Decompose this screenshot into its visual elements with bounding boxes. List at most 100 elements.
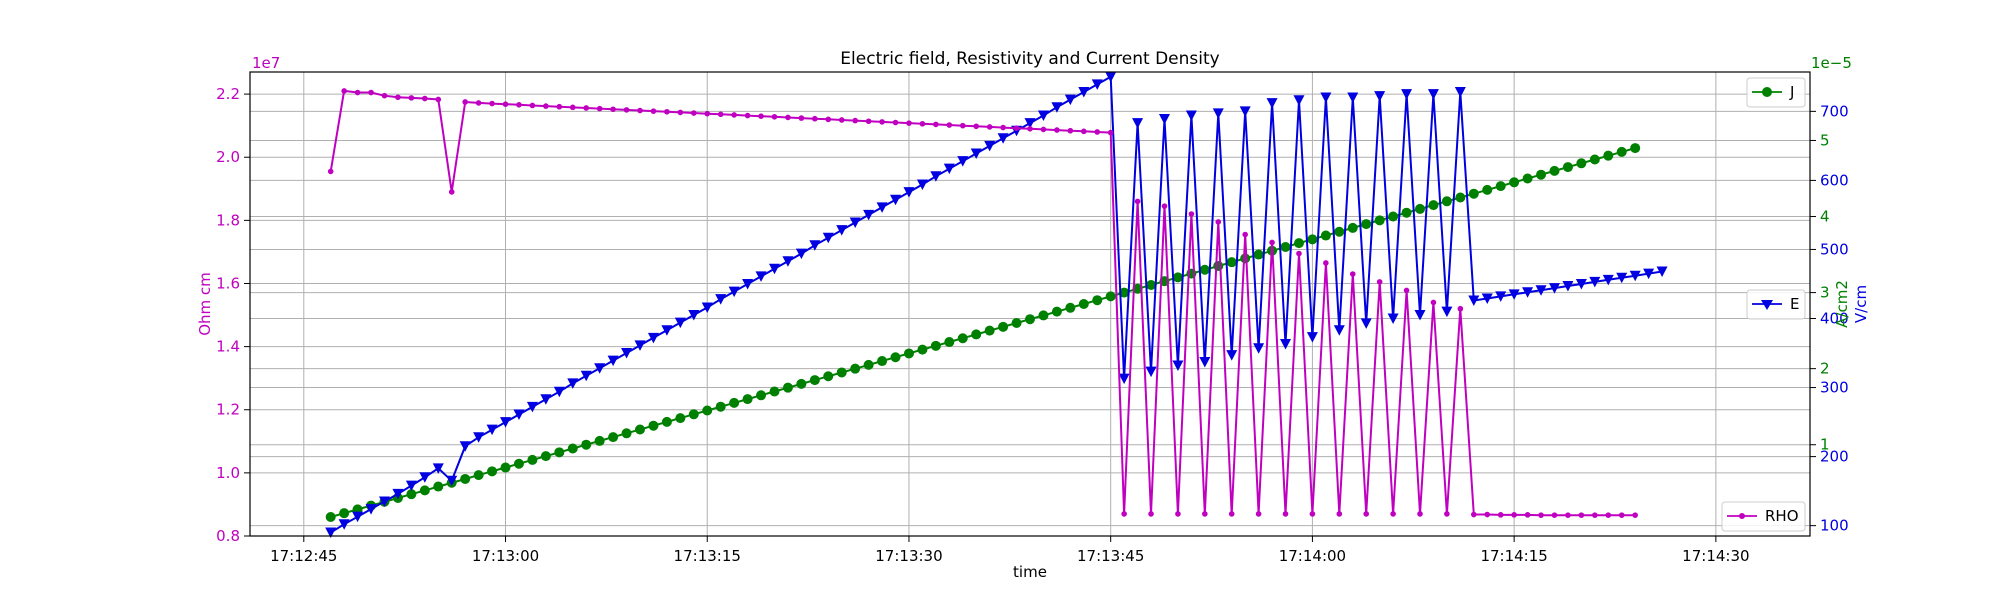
e-point: [1602, 274, 1614, 286]
j-point: [1576, 158, 1587, 169]
rho-point: [664, 108, 670, 115]
right_outer-tick-label: 2: [1820, 360, 1830, 378]
j-point: [1213, 260, 1224, 271]
series-rho: [327, 88, 1638, 518]
j-point: [1092, 295, 1103, 306]
j-point: [1509, 177, 1520, 188]
left-tick-label: 1.0: [216, 464, 240, 482]
j-point: [1482, 184, 1493, 195]
e-point: [943, 163, 955, 175]
e-point: [782, 256, 794, 267]
j-point: [984, 325, 995, 336]
j-point: [648, 420, 659, 431]
e-point: [890, 194, 902, 206]
rho-point: [1376, 279, 1383, 285]
rho-point: [1565, 512, 1571, 518]
e-point: [634, 340, 646, 351]
rho-point: [623, 107, 630, 113]
j-point: [1361, 219, 1372, 230]
rho-point: [1027, 126, 1033, 132]
e-point: [1145, 366, 1157, 378]
legend-rho: RHO: [1721, 501, 1806, 532]
rho-point: [422, 95, 428, 102]
rho-point: [1134, 198, 1141, 205]
left-tick-label: 2.0: [216, 148, 240, 166]
right_inner-tick-label: 600: [1820, 171, 1849, 189]
rho-point: [354, 89, 361, 96]
rho-point: [569, 104, 576, 111]
rho-point: [677, 109, 684, 116]
j-point: [1293, 238, 1304, 249]
j-point: [1065, 302, 1076, 313]
rho-point: [1080, 128, 1087, 135]
right_inner-tick-label: 100: [1820, 517, 1849, 535]
e-point: [419, 472, 431, 483]
e-point: [553, 386, 565, 398]
j-point: [1589, 154, 1600, 165]
j-point: [850, 363, 861, 374]
e-point: [1454, 87, 1466, 98]
e-point: [1360, 318, 1372, 329]
rho-point: [1349, 271, 1356, 277]
j-point: [1320, 230, 1331, 241]
e-point: [1064, 94, 1076, 106]
e-point: [701, 302, 713, 313]
rho-point: [704, 110, 711, 117]
e-point: [1427, 89, 1439, 100]
e-point: [1495, 291, 1507, 302]
e-point: [513, 409, 525, 420]
e-point: [1468, 295, 1480, 307]
j-point: [823, 371, 834, 382]
rho-point: [448, 189, 455, 195]
rho-point: [1578, 512, 1585, 518]
e-point: [607, 355, 619, 367]
right-inner-axis: 100 200 300 400 500 600 700: [1810, 102, 1849, 535]
e-point: [1522, 287, 1534, 298]
rho-point: [1255, 511, 1262, 517]
j-point: [863, 359, 874, 370]
rho-point: [933, 121, 939, 128]
e-point: [1024, 118, 1036, 129]
right_inner-tick-label: 300: [1820, 379, 1849, 397]
j-point: [729, 397, 740, 408]
e-point: [446, 475, 458, 487]
rho-point: [892, 119, 899, 126]
rho-point: [1296, 250, 1302, 257]
rho-point: [395, 94, 401, 101]
right-inner-axis-label: V/cm: [1852, 285, 1870, 323]
e-point: [1078, 87, 1090, 98]
j-point: [675, 413, 686, 424]
x-axis: 17:12:45 17:13:00 17:13:15 17:13:30 17:13:45…: [270, 536, 1750, 565]
x-tick-label: 17:13:00: [472, 547, 539, 565]
e-point: [325, 527, 337, 539]
right_inner-tick-label: 700: [1820, 102, 1849, 120]
e-point: [997, 133, 1009, 144]
j-point: [1025, 314, 1035, 325]
rho-point: [381, 92, 388, 99]
rho-point: [1511, 512, 1517, 518]
rho-point: [690, 110, 697, 116]
e-point: [486, 424, 498, 436]
rho-point: [785, 114, 791, 121]
e-point: [742, 278, 754, 290]
rho-point: [408, 95, 415, 101]
legend-e-label: E: [1790, 295, 1799, 313]
e-point: [1643, 268, 1655, 280]
rho-point: [610, 106, 616, 113]
rho-point: [1282, 511, 1289, 517]
e-point: [755, 271, 767, 282]
rho-point: [1484, 511, 1491, 518]
e-point: [365, 504, 377, 515]
j-point: [1307, 234, 1318, 245]
e-point: [1374, 91, 1386, 102]
j-point: [836, 367, 847, 378]
e-point: [1333, 325, 1345, 336]
x-tick-label: 17:13:30: [875, 547, 942, 565]
j-point: [460, 473, 471, 484]
j-point: [1616, 146, 1627, 157]
right_inner-tick-label: 400: [1820, 310, 1849, 328]
e-point: [405, 480, 417, 492]
j-point: [433, 481, 444, 492]
e-point: [567, 378, 579, 389]
e-point: [1535, 285, 1547, 296]
